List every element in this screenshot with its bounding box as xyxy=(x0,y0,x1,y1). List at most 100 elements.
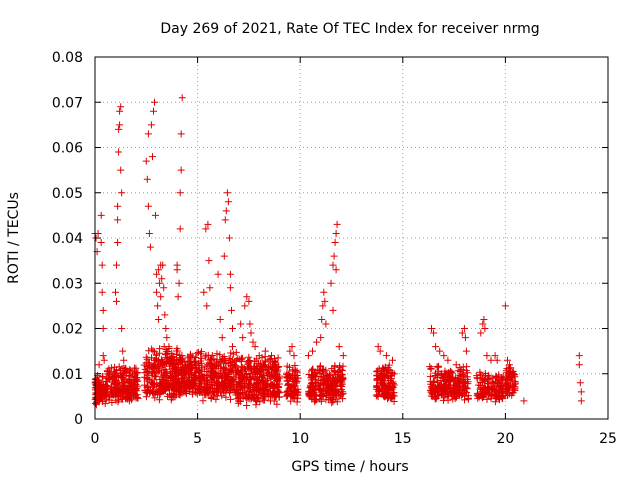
y-tick-label: 0.01 xyxy=(52,367,83,383)
chart-title: Day 269 of 2021, Rate Of TEC Index for r… xyxy=(160,21,539,37)
data-point xyxy=(176,225,184,233)
data-point xyxy=(203,386,211,394)
data-point xyxy=(477,392,485,400)
data-point xyxy=(153,270,161,278)
data-point xyxy=(388,391,396,399)
data-point xyxy=(247,395,255,403)
data-point xyxy=(156,279,164,287)
data-point xyxy=(180,378,187,385)
data-point xyxy=(461,334,469,342)
data-point xyxy=(460,325,468,332)
y-tick-label: 0.08 xyxy=(52,50,83,66)
data-point xyxy=(219,380,227,387)
data-point xyxy=(428,392,436,400)
data-point xyxy=(108,399,116,406)
data-point xyxy=(144,382,152,390)
data-point xyxy=(258,378,266,386)
data-point xyxy=(339,367,346,375)
data-point xyxy=(318,316,326,323)
data-point xyxy=(141,387,149,395)
data-point xyxy=(311,385,319,393)
data-point xyxy=(440,352,448,360)
data-point xyxy=(168,372,176,380)
data-point xyxy=(225,234,233,242)
data-point xyxy=(456,363,464,371)
data-point xyxy=(98,288,106,296)
data-point xyxy=(473,372,481,380)
data-point xyxy=(443,385,451,393)
data-point xyxy=(444,396,452,404)
data-point xyxy=(163,355,171,363)
data-point xyxy=(428,325,435,332)
data-point xyxy=(219,355,227,363)
data-point xyxy=(141,381,149,389)
data-point xyxy=(429,385,437,393)
data-point xyxy=(155,316,163,323)
data-point xyxy=(269,381,277,389)
data-point xyxy=(180,378,188,386)
data-point xyxy=(252,396,260,404)
data-point xyxy=(246,381,254,389)
data-point xyxy=(165,343,173,351)
data-point xyxy=(293,367,301,375)
x-tick-label: 0 xyxy=(91,431,100,447)
data-point xyxy=(203,302,211,310)
data-point xyxy=(226,284,234,292)
data-point xyxy=(273,364,281,372)
data-point xyxy=(305,371,313,378)
data-point xyxy=(441,373,449,381)
data-point xyxy=(173,345,181,353)
data-point xyxy=(205,257,213,265)
data-point xyxy=(195,367,203,375)
data-point xyxy=(200,288,208,296)
data-point xyxy=(390,398,398,405)
data-point xyxy=(483,352,491,360)
data-point xyxy=(315,367,323,375)
data-point xyxy=(187,357,195,365)
data-point xyxy=(380,365,387,373)
data-point xyxy=(381,390,389,398)
data-point xyxy=(334,368,342,375)
data-point xyxy=(310,395,318,403)
data-point xyxy=(188,370,195,378)
data-point xyxy=(252,383,260,391)
data-point xyxy=(261,391,269,399)
data-point xyxy=(268,352,275,360)
data-point xyxy=(238,376,246,384)
data-point xyxy=(189,390,197,398)
data-point xyxy=(388,369,396,377)
data-point xyxy=(268,373,276,380)
data-point xyxy=(103,390,111,398)
data-point xyxy=(152,211,159,219)
data-point xyxy=(212,368,220,376)
data-point xyxy=(462,347,470,355)
data-point xyxy=(226,382,234,390)
y-tick-label: 0.06 xyxy=(52,141,83,157)
data-point xyxy=(487,378,495,386)
data-point xyxy=(224,198,232,206)
data-point xyxy=(461,384,469,392)
data-point xyxy=(444,356,452,364)
data-point xyxy=(445,376,453,384)
data-point xyxy=(160,284,168,292)
data-point xyxy=(150,107,157,115)
data-point xyxy=(158,369,166,377)
data-point xyxy=(99,306,107,314)
x-tick-label: 10 xyxy=(291,431,309,447)
data-point xyxy=(452,361,460,369)
data-point xyxy=(94,230,102,237)
data-point xyxy=(389,392,397,400)
data-point xyxy=(116,107,124,115)
data-point xyxy=(225,369,233,377)
data-point xyxy=(268,390,276,398)
data-point xyxy=(433,363,441,371)
data-point xyxy=(440,391,448,399)
data-point xyxy=(214,270,222,278)
data-point xyxy=(491,352,499,360)
data-point xyxy=(261,357,269,365)
data-point xyxy=(257,367,265,375)
data-point xyxy=(266,355,274,363)
data-point xyxy=(480,316,488,323)
data-point xyxy=(192,373,200,381)
data-point xyxy=(317,380,325,388)
